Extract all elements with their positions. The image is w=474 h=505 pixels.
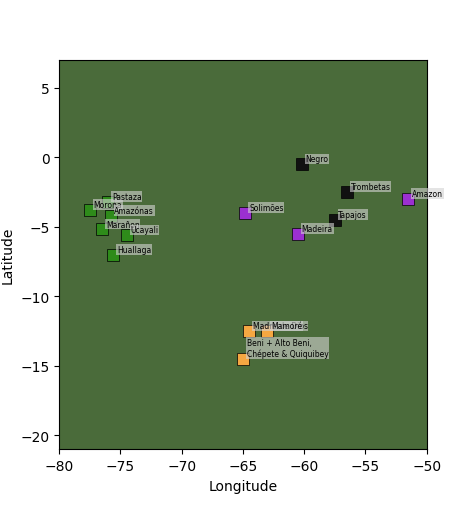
Text: Beni + Alto Beni,
Chépete & Quiquibey: Beni + Alto Beni, Chépete & Quiquibey — [246, 338, 328, 359]
Text: Madre de Dios: Madre de Dios — [253, 322, 308, 331]
Text: Tapajos: Tapajos — [338, 211, 367, 220]
Text: Madeira: Madeira — [301, 224, 333, 233]
Text: Ucayali: Ucayali — [130, 226, 158, 235]
Text: Trombetas: Trombetas — [351, 183, 391, 192]
Text: Negro: Negro — [305, 155, 328, 164]
Y-axis label: Latitude: Latitude — [1, 226, 15, 284]
Text: Mamoré: Mamoré — [271, 322, 302, 331]
Text: Amazon: Amazon — [412, 190, 443, 198]
Text: Amazónas: Amazónas — [114, 207, 154, 215]
Text: Morona: Morona — [93, 201, 122, 210]
Text: Pastaza: Pastaza — [112, 192, 142, 201]
Text: Huallaga: Huallaga — [117, 245, 151, 254]
Text: Solimões: Solimões — [249, 204, 283, 213]
X-axis label: Longitude: Longitude — [209, 479, 277, 493]
Text: Marañon: Marañon — [106, 220, 139, 229]
